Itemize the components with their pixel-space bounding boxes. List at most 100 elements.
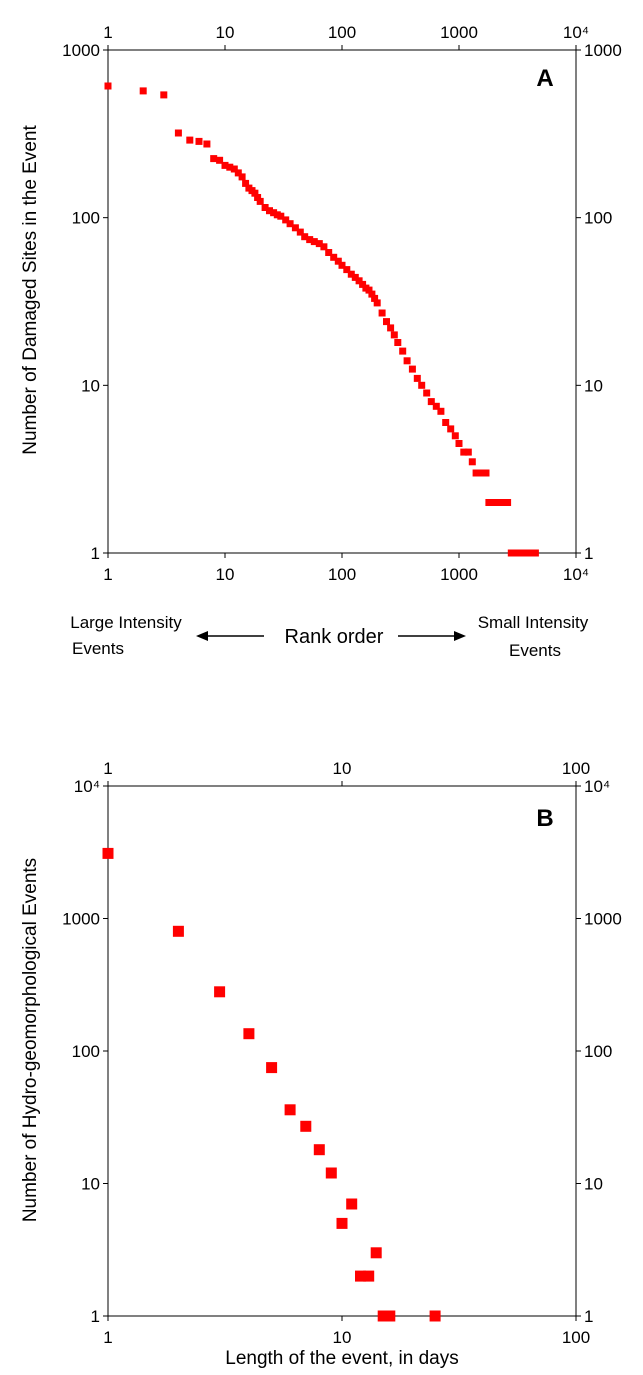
x-tick-label-top: 1000 <box>440 23 478 42</box>
data-point <box>464 448 472 456</box>
y-tick-label: 100 <box>72 1042 100 1061</box>
data-point <box>243 1028 255 1040</box>
data-point <box>313 1144 325 1156</box>
x-tick-label-top: 1 <box>103 23 112 42</box>
panel-b-plot-frame <box>107 785 577 1317</box>
data-point <box>320 243 328 251</box>
right-arrow-icon <box>398 631 466 641</box>
data-point <box>384 1310 396 1322</box>
data-point <box>511 549 519 557</box>
x-tick-label-top: 10⁴ <box>563 23 589 42</box>
data-point <box>423 389 431 397</box>
data-point <box>437 407 445 415</box>
x-tick-label-top: 100 <box>328 23 356 42</box>
data-point <box>408 365 416 373</box>
y-tick-label-right: 1000 <box>584 910 622 929</box>
data-point <box>221 161 229 169</box>
data-point <box>394 339 402 346</box>
data-point <box>172 925 184 937</box>
data-point <box>242 179 250 187</box>
data-point <box>368 290 376 298</box>
y-tick-label: 1000 <box>62 910 100 929</box>
data-point <box>284 1104 296 1116</box>
data-point <box>351 273 359 281</box>
y-tick-label: 1000 <box>62 41 100 60</box>
data-point <box>214 986 226 998</box>
panel-a-x-axis-title: Rank order <box>285 626 384 648</box>
data-point <box>334 257 342 265</box>
data-point <box>387 324 395 332</box>
x-tick-label-top: 10 <box>216 23 235 42</box>
data-point <box>378 309 386 317</box>
y-tick-label-right: 1000 <box>584 41 622 60</box>
large-intensity-events-label: Events <box>72 639 124 658</box>
data-point <box>418 381 426 389</box>
data-point <box>490 499 498 506</box>
x-tick-label-top: 10 <box>333 759 352 778</box>
data-point <box>325 249 333 256</box>
data-point <box>355 1270 366 1282</box>
data-point <box>210 155 218 163</box>
data-point <box>261 204 269 211</box>
data-point <box>390 331 398 339</box>
data-point <box>516 549 524 557</box>
data-point <box>370 1247 382 1259</box>
data-point <box>160 91 168 99</box>
y-tick-label-right: 10 <box>584 376 603 395</box>
data-point <box>442 419 450 426</box>
data-point <box>495 499 503 506</box>
data-point <box>377 1310 389 1322</box>
x-tick-label: 1 <box>103 1328 112 1347</box>
data-point <box>363 1270 375 1282</box>
panel-b-y-axis-title: Number of Hydro-geomorphological Events <box>20 858 41 1222</box>
data-point <box>238 173 246 181</box>
panel-b-marks <box>102 847 441 1322</box>
data-point <box>315 240 323 248</box>
x-tick-label: 10 <box>216 565 235 584</box>
data-point <box>468 458 476 466</box>
data-point <box>336 1217 348 1229</box>
data-point <box>282 216 290 224</box>
data-point <box>300 1120 312 1132</box>
data-point <box>230 165 238 173</box>
data-point <box>301 233 309 241</box>
y-tick-label-right: 1 <box>584 1307 593 1326</box>
data-point <box>186 136 194 144</box>
data-point <box>330 253 338 261</box>
data-point <box>460 448 468 456</box>
x-tick-label: 100 <box>328 565 356 584</box>
y-tick-label: 100 <box>72 209 100 228</box>
data-point <box>286 220 294 228</box>
left-arrow-icon <box>196 631 264 641</box>
data-point <box>306 236 314 244</box>
x-tick-label: 100 <box>562 1328 590 1347</box>
panel-b-label: B <box>536 805 553 832</box>
data-point <box>291 224 299 232</box>
panel-a-plot-frame <box>107 49 577 554</box>
data-point <box>504 499 512 506</box>
data-point <box>447 425 455 433</box>
data-point <box>500 499 507 506</box>
data-point <box>270 209 278 217</box>
small-intensity-events-label: Events <box>509 641 561 660</box>
small-intensity-label: Small Intensity <box>478 613 589 632</box>
data-point <box>365 286 373 294</box>
data-point <box>451 432 459 440</box>
x-tick-label: 10 <box>333 1328 352 1347</box>
data-point <box>455 440 463 447</box>
data-point <box>195 137 203 145</box>
data-point <box>266 207 273 215</box>
data-point <box>203 140 211 148</box>
y-tick-label: 10 <box>81 1175 100 1194</box>
data-point <box>325 1167 337 1179</box>
x-tick-label: 10⁴ <box>563 565 589 584</box>
x-tick-label: 1000 <box>440 565 478 584</box>
y-tick-label-right: 10⁴ <box>584 777 610 796</box>
data-point <box>399 347 407 355</box>
data-point <box>371 294 379 302</box>
y-tick-label: 1 <box>91 1307 100 1326</box>
data-point <box>254 194 262 201</box>
